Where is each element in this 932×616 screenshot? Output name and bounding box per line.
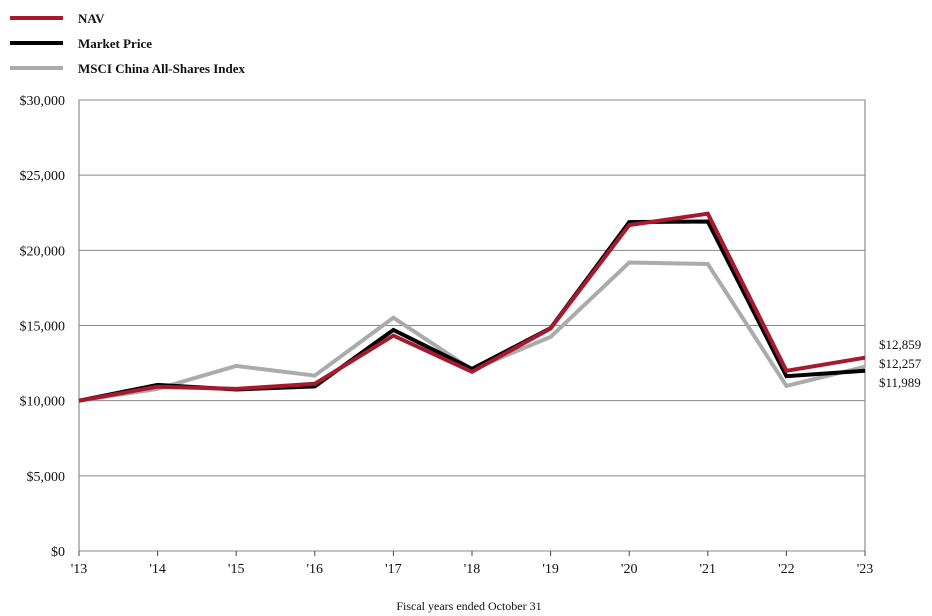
y-tick-label: $0	[51, 545, 65, 560]
legend-label: MSCI China All-Shares Index	[78, 61, 245, 76]
x-tick-label: '13	[71, 562, 88, 577]
legend: NAV Market Price MSCI China All-Shares Ind…	[10, 11, 245, 76]
legend-label: Market Price	[78, 36, 152, 51]
end-value-labels: $12,859 $12,257 $11,989	[879, 337, 922, 390]
legend-label: NAV	[78, 11, 105, 26]
end-value-label: $12,257	[879, 356, 922, 371]
x-tick-label: '19	[542, 562, 559, 577]
end-value-label: $11,989	[879, 375, 921, 390]
y-tick-label: $30,000	[20, 94, 66, 109]
x-tick-label: '23	[857, 562, 874, 577]
end-value-label: $12,859	[879, 337, 921, 352]
x-axis-title: Fiscal years ended October 31	[396, 599, 541, 613]
series-line-nav	[78, 211, 866, 403]
x-tick-label: '16	[307, 562, 324, 577]
gridlines	[78, 99, 866, 552]
x-axis-ticks: '13 '14 '15 '16 '17 '18 '19 '20 '21 '22 '23	[71, 551, 874, 577]
x-tick-label: '15	[228, 562, 245, 577]
y-tick-label: $10,000	[20, 395, 66, 410]
x-tick-label: '17	[385, 562, 402, 577]
x-tick-label: '18	[464, 562, 481, 577]
x-tick-label: '22	[778, 562, 795, 577]
series-line-msci-china-all-shares-index	[78, 260, 866, 403]
y-tick-label: $25,000	[20, 169, 66, 184]
series-lines	[78, 211, 866, 403]
y-tick-label: $15,000	[20, 320, 66, 335]
x-tick-label: '20	[621, 562, 638, 577]
x-tick-label: '21	[700, 562, 717, 577]
y-tick-label: $5,000	[27, 470, 66, 485]
x-tick-label: '14	[149, 562, 166, 577]
y-axis-ticks: $0 $5,000 $10,000 $15,000 $20,000 $25,000 $30,…	[20, 94, 66, 560]
y-tick-label: $20,000	[20, 244, 66, 259]
